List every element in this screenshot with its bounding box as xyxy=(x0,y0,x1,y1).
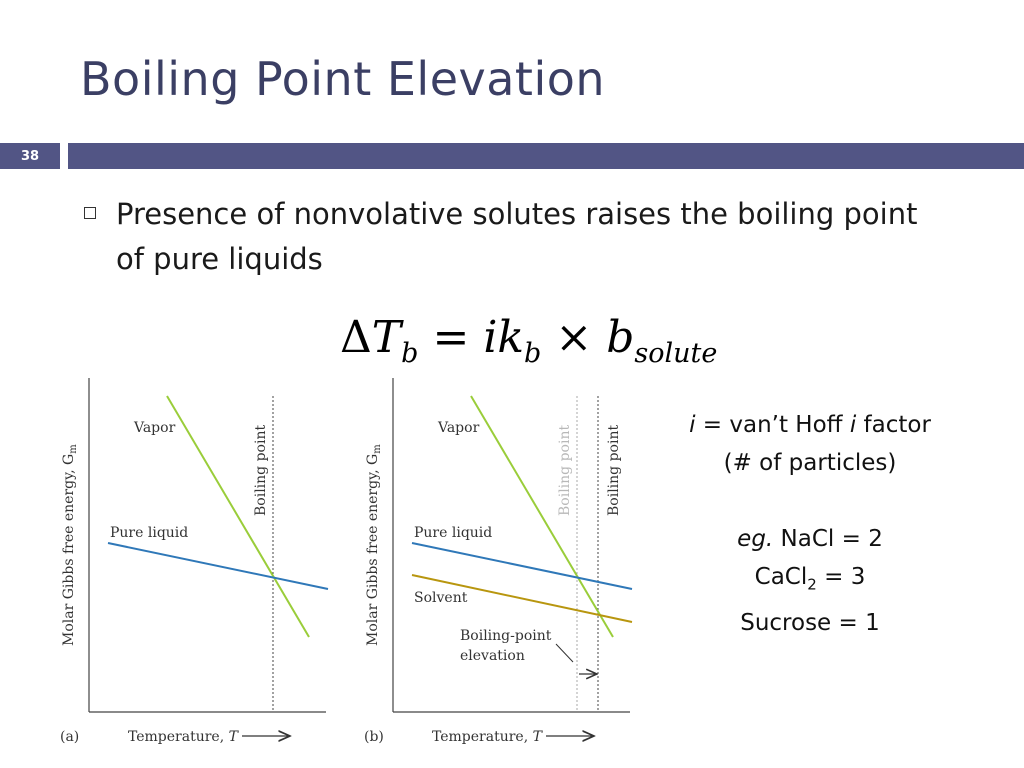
b-pure-liquid-label: Pure liquid xyxy=(414,525,492,541)
a-y-axis-sub: m xyxy=(68,444,79,454)
slide-title: Boiling Point Elevation xyxy=(80,52,606,106)
eq-equals: = xyxy=(432,312,470,363)
a-vapor-line xyxy=(166,395,310,638)
b-pure-liquid-line xyxy=(411,542,633,590)
b-solvent-line xyxy=(411,574,633,623)
note-eg: eg. xyxy=(737,526,774,552)
b-elevation-label-2: elevation xyxy=(460,648,525,664)
b-boiling-point-faded-label: Boiling point xyxy=(557,425,573,516)
note-i: i xyxy=(689,412,696,438)
boiling-point-equation: ΔTb = ikb × bsolute xyxy=(340,312,717,369)
b-x-axis-text: Temperature, xyxy=(432,729,533,745)
note-line1-text: = van’t Hoff xyxy=(695,412,850,438)
vant-hoff-note: i = van’t Hoff i factor (# of particles)… xyxy=(660,406,960,642)
a-pure-liquid-line xyxy=(107,542,329,590)
note-nacl-text: NaCl = 2 xyxy=(773,526,883,552)
header-rule-bar xyxy=(68,143,1024,169)
a-y-axis-label: Molar Gibbs free energy, Gm xyxy=(61,444,79,646)
note-line-1: i = van’t Hoff i factor xyxy=(660,406,960,444)
note-i-2: i xyxy=(849,412,857,438)
slide-number: 38 xyxy=(0,143,60,169)
a-y-axis-text: Molar Gibbs free energy, G xyxy=(61,454,77,646)
diagram-b: Vapor Pure liquid Solvent Boiling point … xyxy=(364,378,633,745)
bullet-text: Presence of nonvolative solutes raises t… xyxy=(116,197,918,276)
note-sucrose: Sucrose = 1 xyxy=(740,609,880,636)
b-vapor-label: Vapor xyxy=(437,420,480,436)
b-elevation-label-1: Boiling-point xyxy=(460,628,552,644)
note-line-2: (# of particles) xyxy=(723,450,897,476)
b-x-axis-var: T xyxy=(533,729,544,745)
eq-delta: Δ xyxy=(340,312,372,363)
b-x-axis-label: Temperature, T xyxy=(432,729,544,745)
eq-T-subscript: b xyxy=(401,338,419,369)
b-vapor-line xyxy=(470,395,614,638)
b-solvent-label: Solvent xyxy=(414,590,468,606)
note-cacl-sub: 2 xyxy=(807,575,817,594)
a-vapor-label: Vapor xyxy=(133,420,176,436)
note-cacl2: CaCl2 = 3 xyxy=(660,558,960,604)
b-panel-label: (b) xyxy=(364,729,384,745)
b-y-axis-text: Molar Gibbs free energy, G xyxy=(365,454,381,646)
a-x-axis-text: Temperature, xyxy=(128,729,229,745)
note-cacl-post: = 3 xyxy=(816,564,866,590)
a-x-axis-var: T xyxy=(229,729,240,745)
a-pure-liquid-label: Pure liquid xyxy=(110,525,188,541)
eq-k-subscript: b xyxy=(524,338,542,369)
b-boiling-point-label: Boiling point xyxy=(606,425,622,516)
note-line1-end: factor xyxy=(856,412,931,438)
a-panel-label: (a) xyxy=(60,729,79,745)
eq-ik: ik xyxy=(483,312,525,363)
a-boiling-point-label: Boiling point xyxy=(253,425,269,516)
note-nacl: eg. NaCl = 2 xyxy=(660,520,960,558)
a-x-axis-label: Temperature, T xyxy=(128,729,240,745)
eq-T: T xyxy=(371,312,402,363)
note-cacl-pre: CaCl xyxy=(754,564,808,590)
eq-solute-subscript: solute xyxy=(634,338,718,369)
eq-b: b xyxy=(606,312,635,363)
diagram-a: Vapor Pure liquid Boiling point Molar Gi… xyxy=(60,378,329,745)
eq-times: × xyxy=(555,312,593,363)
bullet-square-icon xyxy=(84,207,96,219)
b-elevation-leader xyxy=(555,643,574,663)
b-y-axis-label: Molar Gibbs free energy, Gm xyxy=(365,444,383,646)
b-y-axis-sub: m xyxy=(372,444,383,454)
